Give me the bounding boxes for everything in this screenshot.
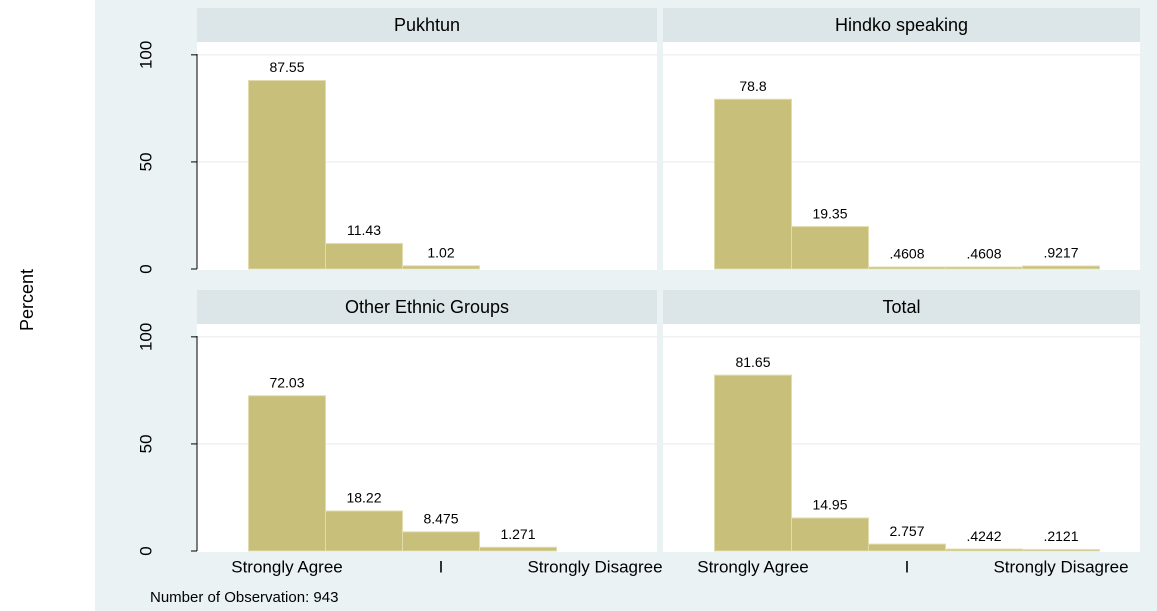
- value-label: 87.55: [269, 59, 304, 75]
- value-label: 14.95: [812, 497, 847, 513]
- bar: [945, 266, 1023, 270]
- value-label: .4608: [966, 246, 1001, 262]
- bar: [402, 265, 480, 270]
- value-label: .4242: [966, 528, 1001, 544]
- bar: [1022, 549, 1100, 552]
- y-tick-label: 100: [136, 323, 155, 351]
- bar: [714, 98, 792, 270]
- y-tick-label: 50: [136, 434, 155, 453]
- header-strip: [197, 8, 657, 42]
- bar: [791, 226, 869, 270]
- value-label: .4608: [889, 246, 924, 262]
- value-label: .9217: [1043, 245, 1078, 261]
- bar: [248, 80, 326, 270]
- y-axis-title: Percent: [17, 269, 37, 331]
- value-label: .2121: [1043, 528, 1078, 544]
- header-strip: [663, 8, 1140, 42]
- note: Number of Observation: 943: [150, 589, 338, 606]
- y-tick-label: 100: [136, 41, 155, 69]
- value-label: 1.271: [500, 526, 535, 542]
- y-tick-label: 0: [136, 264, 155, 273]
- panel-title: Pukhtun: [394, 15, 460, 35]
- x-tick-label: Strongly Disagree: [527, 557, 662, 576]
- panel-title: Other Ethnic Groups: [345, 297, 509, 317]
- value-label: 72.03: [269, 374, 304, 390]
- panel-title: Hindko speaking: [835, 15, 968, 35]
- value-label: 18.22: [346, 490, 381, 506]
- bar: [945, 548, 1023, 552]
- bar: [325, 510, 403, 552]
- value-label: 2.757: [889, 523, 924, 539]
- bar: [791, 517, 869, 552]
- x-tick-label: Strongly Disagree: [993, 557, 1128, 576]
- bar: [402, 531, 480, 552]
- value-label: 78.8: [739, 78, 766, 94]
- x-tick-label: Strongly Agree: [231, 557, 343, 576]
- bar: [325, 243, 403, 270]
- y-tick-label: 0: [136, 546, 155, 555]
- x-tick-label: I: [439, 557, 444, 576]
- header-strip: [197, 290, 657, 324]
- bar: [248, 395, 326, 552]
- bar: [714, 374, 792, 552]
- value-label: 1.02: [427, 245, 454, 261]
- bar: [1022, 265, 1100, 270]
- bar: [479, 546, 557, 552]
- value-label: 81.65: [735, 354, 770, 370]
- y-tick-label: 50: [136, 152, 155, 171]
- bar: [868, 543, 946, 552]
- x-tick-label: Strongly Agree: [697, 557, 809, 576]
- bar: [868, 266, 946, 270]
- value-label: 11.43: [347, 222, 381, 238]
- panel-title: Total: [882, 297, 920, 317]
- value-label: 8.475: [423, 511, 458, 527]
- value-label: 19.35: [812, 205, 847, 221]
- header-strip: [663, 290, 1140, 324]
- x-tick-label: I: [905, 557, 910, 576]
